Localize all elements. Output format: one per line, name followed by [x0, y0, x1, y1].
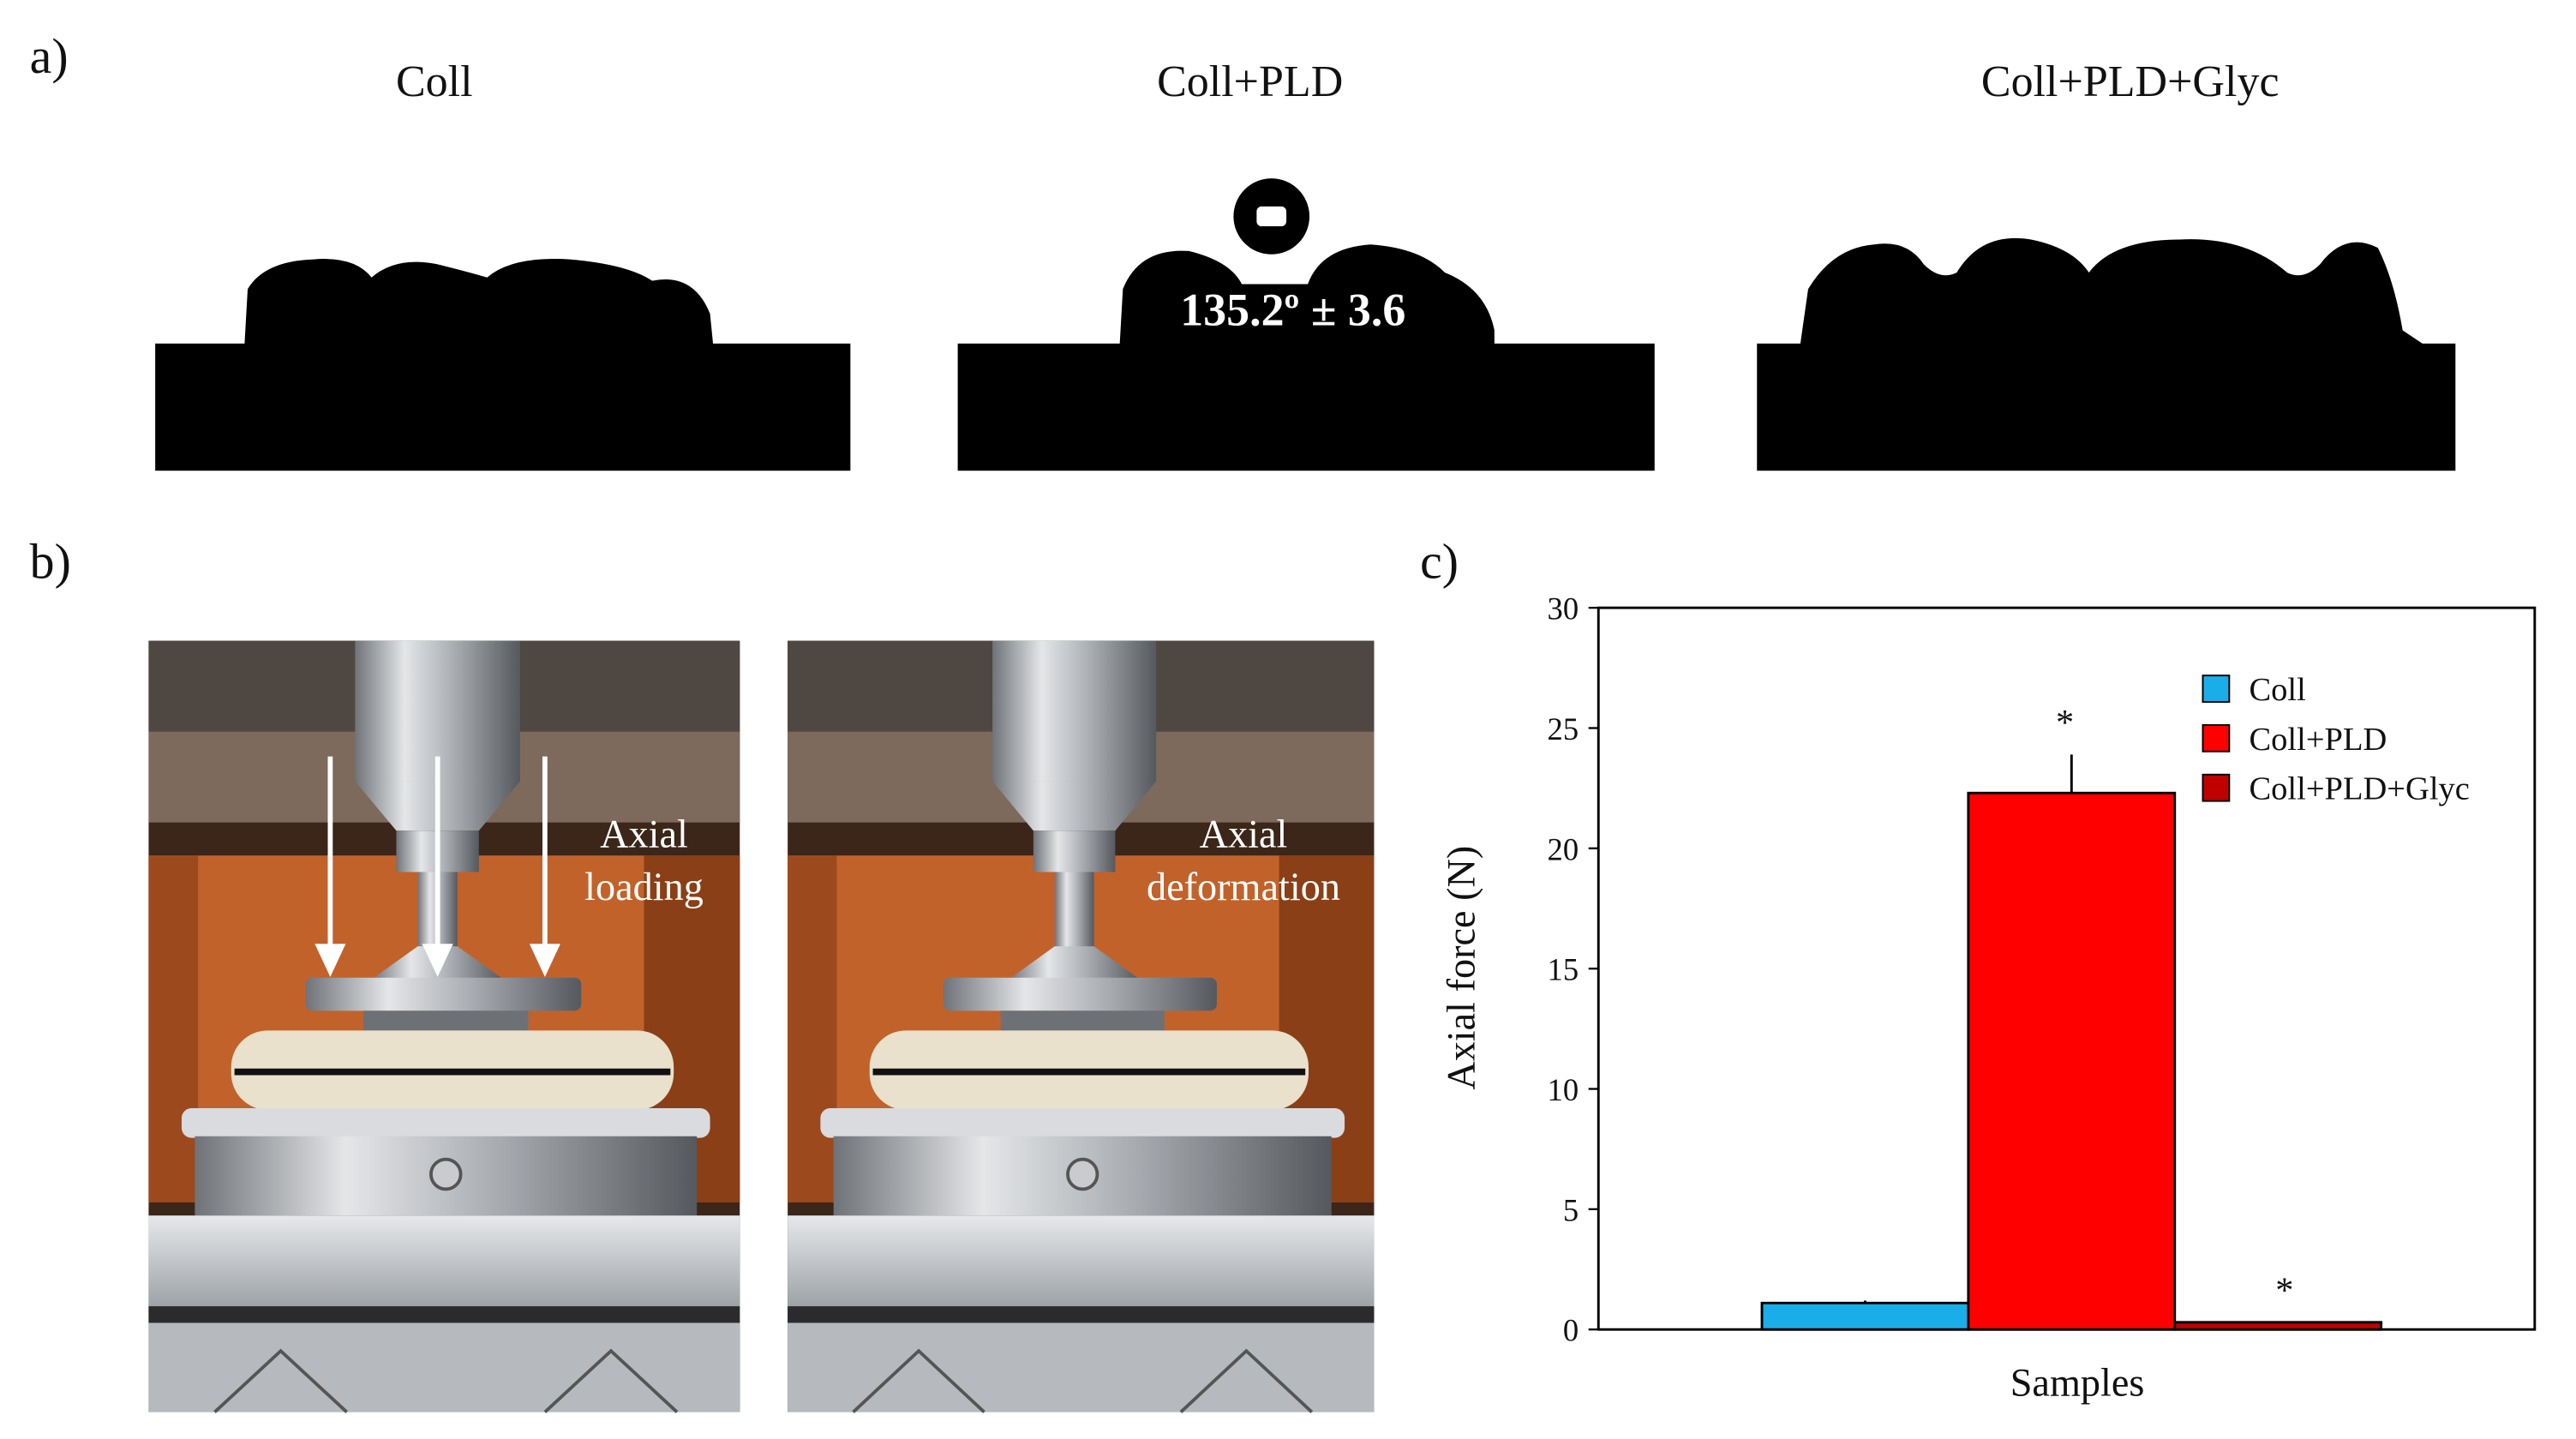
sample-profile: [1800, 237, 2428, 347]
y-tick-label: 15: [1548, 952, 1579, 987]
photo-caption: loading: [584, 866, 704, 909]
panel-label: b): [30, 533, 71, 589]
y-tick-label: 30: [1548, 591, 1579, 627]
sample-title: Coll+PLD: [1157, 57, 1343, 106]
sample-profile: [1119, 244, 1495, 347]
sample-profile: [244, 259, 714, 347]
legend-swatch: [2202, 773, 2231, 802]
legend-label: Coll+PLD+Glyc: [2249, 771, 2469, 807]
y-tick-label: 5: [1563, 1192, 1579, 1227]
significance-mark: *: [2056, 703, 2074, 743]
y-tick-label: 0: [1563, 1313, 1579, 1348]
y-tick-label: 10: [1548, 1072, 1579, 1107]
y-axis-label: Axial force (N): [1441, 846, 1484, 1090]
photo-caption: deformation: [1147, 866, 1340, 909]
substrate: [957, 343, 1655, 471]
bar: [1760, 1301, 1970, 1331]
bar: [2173, 1321, 2383, 1331]
legend-swatch: [2202, 723, 2231, 752]
drop-highlight: [1256, 206, 1287, 227]
y-tick-label: 20: [1548, 831, 1579, 866]
panel-label: a): [30, 28, 69, 84]
x-axis-label: Samples: [2010, 1361, 2145, 1405]
sample-title: Coll+PLD+Glyc: [1981, 57, 2279, 106]
legend-label: Coll: [2249, 672, 2305, 708]
photo-loading: [148, 641, 740, 1412]
bar: [1967, 791, 2177, 1331]
photo-deformation: [788, 641, 1374, 1412]
load-arrows: [315, 756, 560, 977]
chart: 0 5 10 15 20 25 30 Samples Axial force (N) Coll * C…: [1441, 591, 2537, 1405]
significance-mark: *: [2275, 1271, 2293, 1311]
substrate: [1757, 343, 2456, 471]
contact-angle: 135.2º ± 3.6: [1180, 285, 1405, 336]
legend-label: Coll+PLD: [2249, 722, 2387, 758]
photo-caption: Axial: [1200, 813, 1288, 857]
sample-title: Coll: [396, 57, 473, 106]
panel-label: c): [1420, 533, 1459, 589]
y-tick-label: 25: [1548, 711, 1579, 746]
photo-caption: Axial: [600, 813, 688, 857]
substrate: [155, 343, 851, 471]
legend-swatch: [2202, 675, 2231, 703]
